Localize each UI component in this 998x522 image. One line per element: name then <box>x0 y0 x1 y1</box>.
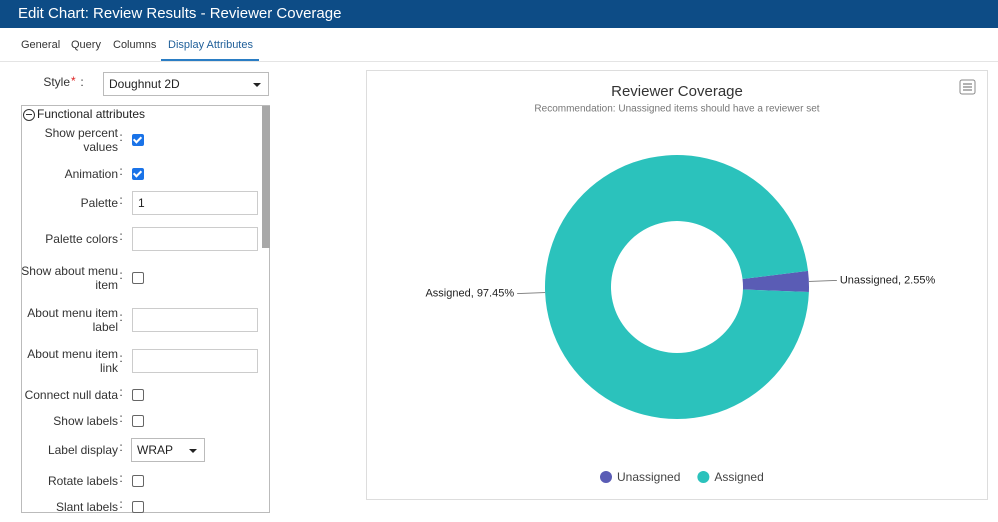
separator: : <box>119 411 123 425</box>
field-label: Connect null data <box>24 388 118 402</box>
text-input[interactable]: 1 <box>132 191 258 215</box>
attributes-panel <box>21 105 270 513</box>
separator: : <box>119 268 123 282</box>
required-mark: * <box>71 74 76 88</box>
field-label: Rotate labels <box>47 474 118 488</box>
menu-icon[interactable] <box>959 79 976 95</box>
checkbox[interactable] <box>132 475 144 487</box>
separator: : <box>119 471 123 485</box>
separator: : <box>119 193 123 207</box>
data-label: Unassigned, 2.55% <box>840 274 936 286</box>
separator: : <box>119 310 123 324</box>
tab[interactable]: Query <box>71 39 101 51</box>
legend-marker[interactable] <box>600 471 612 483</box>
text-input[interactable] <box>132 308 258 332</box>
field-label: Palette colors <box>45 232 118 246</box>
field-label: Slant labels <box>55 500 118 514</box>
text-input[interactable] <box>132 227 258 251</box>
separator: : <box>119 229 123 243</box>
scrollbar[interactable] <box>262 106 270 248</box>
field-label: Show labels <box>53 414 118 428</box>
checkbox[interactable] <box>132 134 144 146</box>
checkbox[interactable] <box>132 415 144 427</box>
section-title: Functional attributes <box>37 107 146 121</box>
separator: : <box>119 385 123 399</box>
field-label: Animation <box>64 167 118 181</box>
separator: : <box>119 164 123 178</box>
separator: : <box>119 440 123 454</box>
leader-line <box>808 279 837 282</box>
chart-title: Reviewer Coverage <box>611 83 743 100</box>
checkbox[interactable] <box>132 501 144 513</box>
select[interactable]: WRAP <box>131 438 205 462</box>
separator: : <box>119 351 123 365</box>
doughnut-slice[interactable] <box>742 270 809 293</box>
separator: : <box>119 130 123 144</box>
section-toggle[interactable] <box>23 109 35 121</box>
checkbox[interactable] <box>132 389 144 401</box>
text-input[interactable] <box>132 349 258 373</box>
checkbox[interactable] <box>132 272 144 284</box>
chart-subtitle: Recommendation: Unassigned items should … <box>534 104 819 115</box>
legend-label[interactable]: Unassigned <box>617 470 680 484</box>
active-tab-indicator <box>161 59 259 61</box>
chart-panel <box>366 70 988 500</box>
field-label: Show about menu item <box>21 264 118 292</box>
divider <box>0 61 998 62</box>
legend-label[interactable]: Assigned <box>714 470 763 484</box>
data-label: Assigned, 97.45% <box>425 287 514 299</box>
field-label: About menu item label <box>27 306 118 334</box>
legend-marker[interactable] <box>697 471 710 483</box>
style-select[interactable]: Doughnut 2D <box>103 72 269 96</box>
field-label: Label display <box>47 443 118 457</box>
checkbox[interactable] <box>132 168 144 180</box>
separator: : <box>80 75 84 89</box>
leader-line <box>517 292 546 295</box>
field-label: About menu item link <box>27 347 118 375</box>
doughnut-slice[interactable] <box>545 154 809 420</box>
field-label: Show percent values <box>44 126 118 154</box>
field-label: Palette <box>80 196 118 210</box>
window-title: Edit Chart: Review Results - Reviewer Co… <box>0 0 998 28</box>
tab[interactable]: General <box>21 39 61 51</box>
tab[interactable]: Display Attributes <box>168 39 253 51</box>
tab[interactable]: Columns <box>113 39 157 51</box>
style-label: Style <box>43 75 70 89</box>
collapse-dash <box>26 114 32 115</box>
separator: : <box>119 497 123 511</box>
